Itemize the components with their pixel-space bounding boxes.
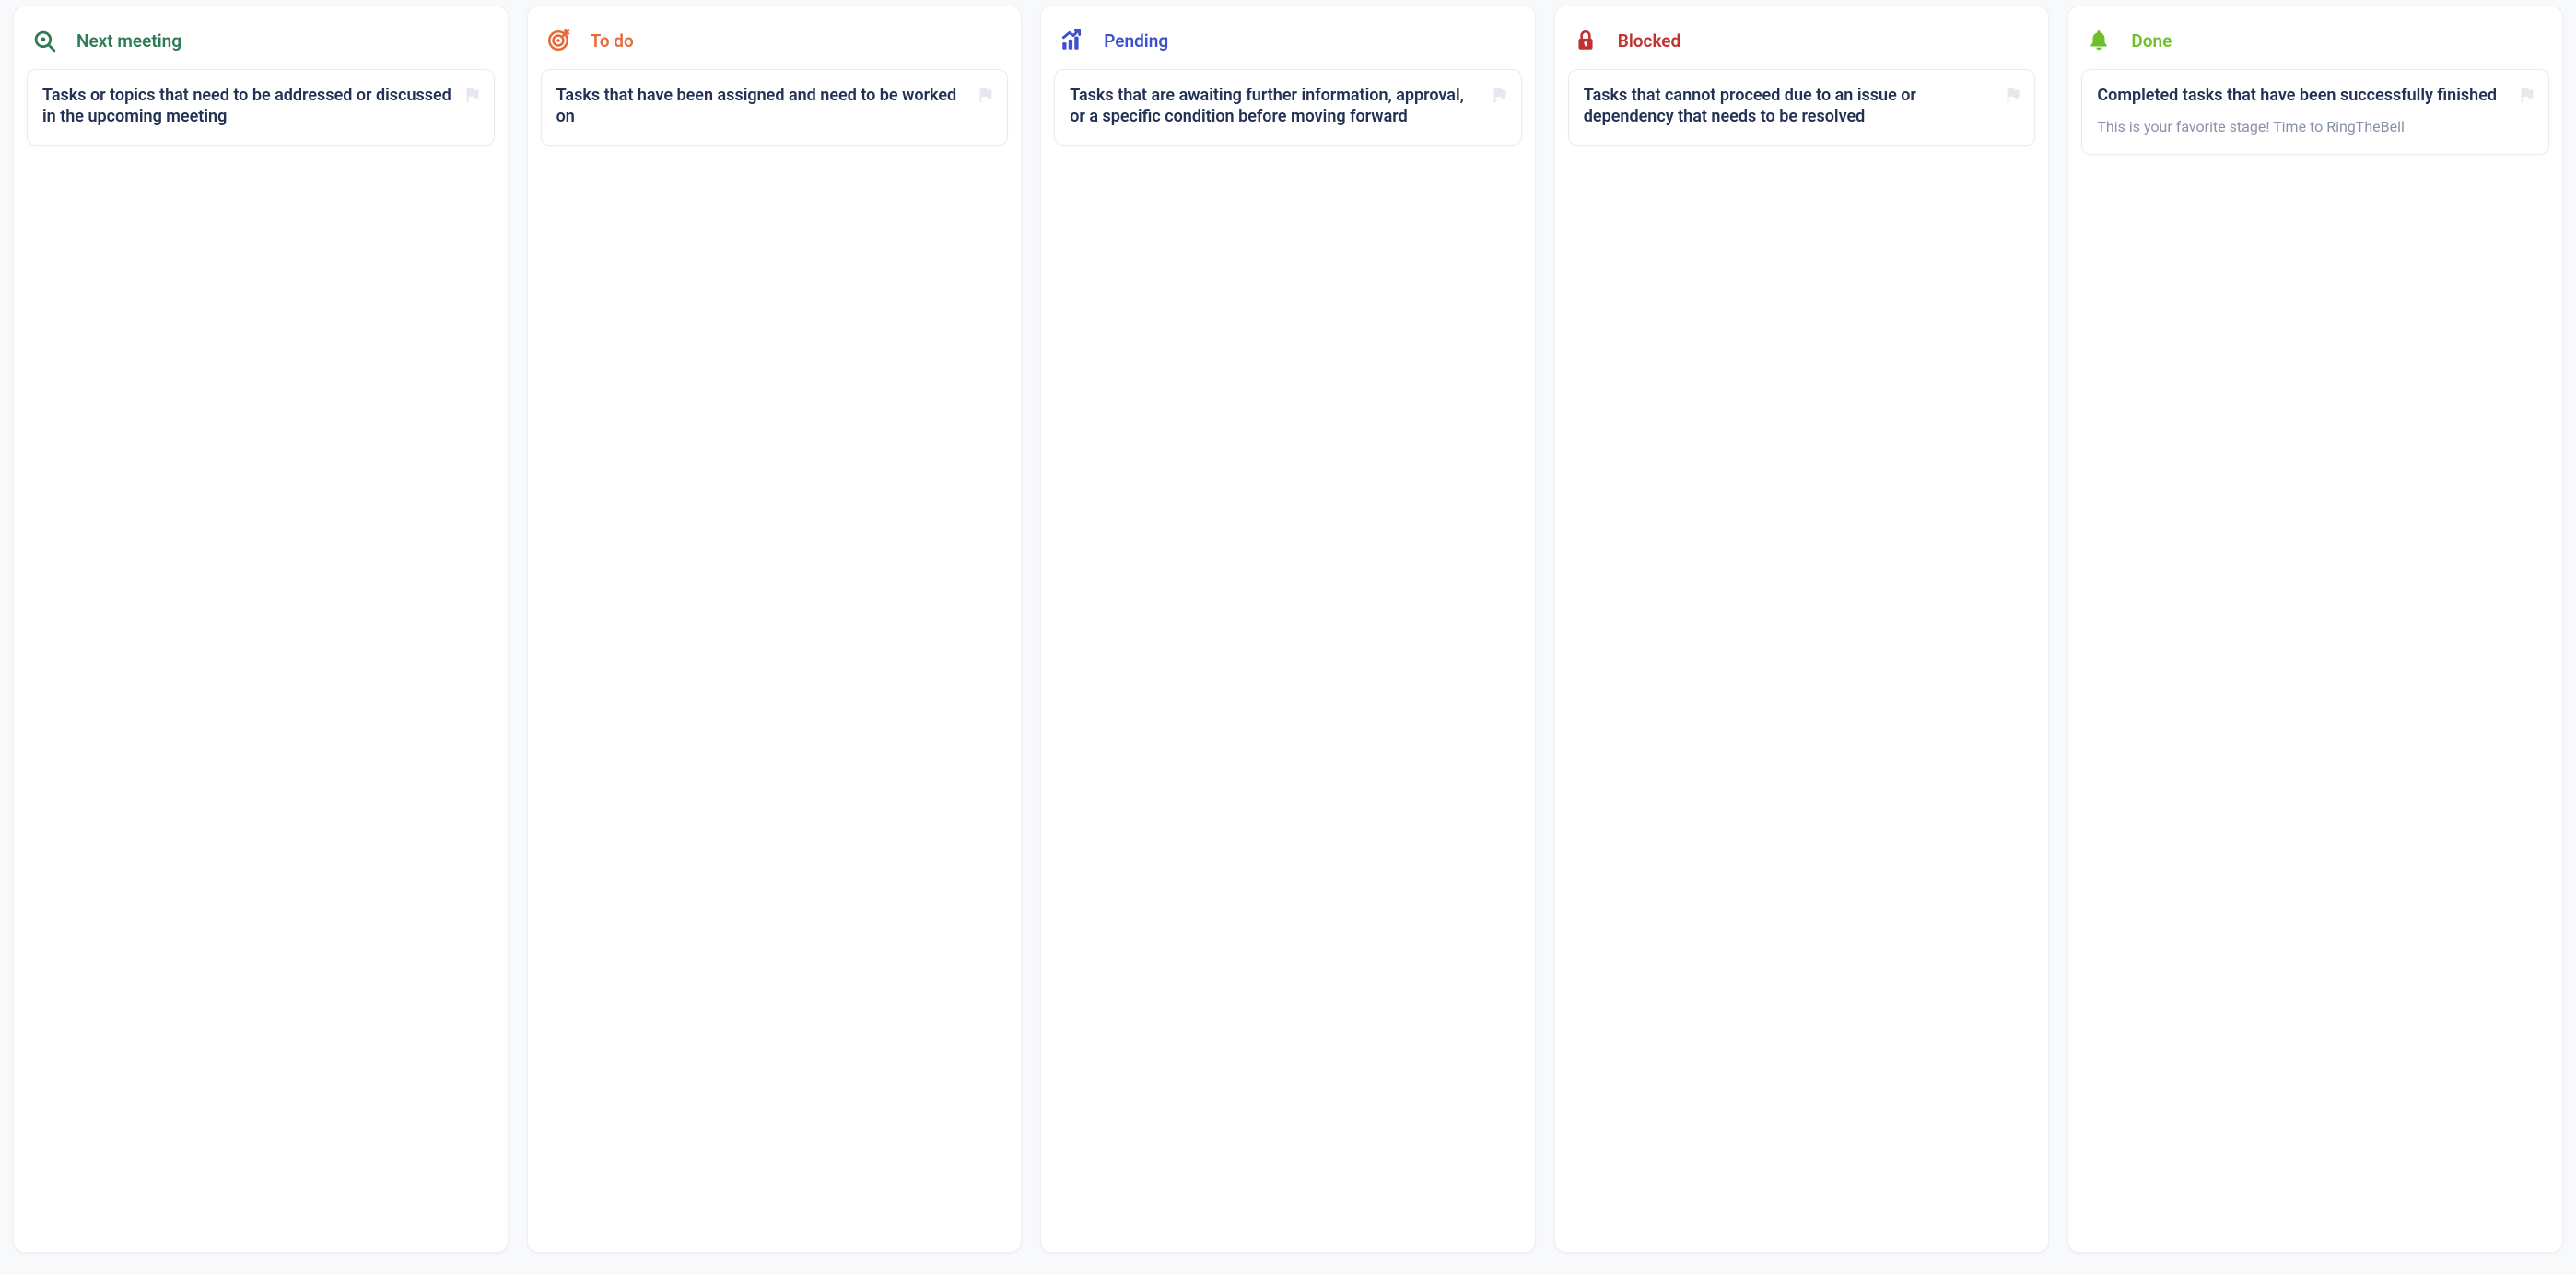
card-title: Tasks or topics that need to be addresse… (42, 85, 479, 128)
flag-icon[interactable] (976, 85, 996, 105)
card-title: Completed tasks that have been successfu… (2097, 85, 2534, 106)
column-title: Done (2131, 30, 2172, 52)
column-next-meeting[interactable]: Next meeting Tasks or topics that need t… (13, 6, 509, 1253)
kanban-board: Next meeting Tasks or topics that need t… (0, 0, 2576, 1275)
lock-icon (1574, 29, 1598, 53)
card-subtitle: This is your favorite stage! Time to Rin… (2097, 117, 2534, 137)
column-title: Next meeting (76, 30, 181, 52)
column-header: Next meeting (27, 19, 495, 69)
column-to-do[interactable]: To do Tasks that have been assigned and … (527, 6, 1023, 1253)
column-title: To do (591, 30, 634, 52)
flag-icon[interactable] (2003, 85, 2023, 105)
column-done[interactable]: Done Completed tasks that have been succ… (2067, 6, 2563, 1253)
column-title: Blocked (1618, 30, 1680, 52)
flag-icon[interactable] (2517, 85, 2537, 105)
flag-icon[interactable] (1490, 85, 1510, 105)
column-header: Done (2081, 19, 2549, 69)
magnifier-icon (32, 29, 56, 53)
column-card[interactable]: Tasks that cannot proceed due to an issu… (1568, 69, 2036, 146)
card-title: Tasks that have been assigned and need t… (556, 85, 993, 128)
bell-icon (2087, 29, 2111, 53)
card-title: Tasks that are awaiting further informat… (1070, 85, 1506, 128)
column-card[interactable]: Tasks or topics that need to be addresse… (27, 69, 495, 146)
target-icon (546, 29, 570, 53)
column-card[interactable]: Completed tasks that have been successfu… (2081, 69, 2549, 155)
card-title: Tasks that cannot proceed due to an issu… (1584, 85, 2020, 128)
column-header: To do (541, 19, 1009, 69)
column-title: Pending (1104, 30, 1168, 52)
flag-icon[interactable] (463, 85, 483, 105)
column-header: Pending (1054, 19, 1522, 69)
column-card[interactable]: Tasks that have been assigned and need t… (541, 69, 1009, 146)
column-blocked[interactable]: Blocked Tasks that cannot proceed due to… (1554, 6, 2050, 1253)
column-pending[interactable]: Pending Tasks that are awaiting further … (1040, 6, 1536, 1253)
column-header: Blocked (1568, 19, 2036, 69)
column-card[interactable]: Tasks that are awaiting further informat… (1054, 69, 1522, 146)
trend-up-icon (1060, 29, 1083, 53)
